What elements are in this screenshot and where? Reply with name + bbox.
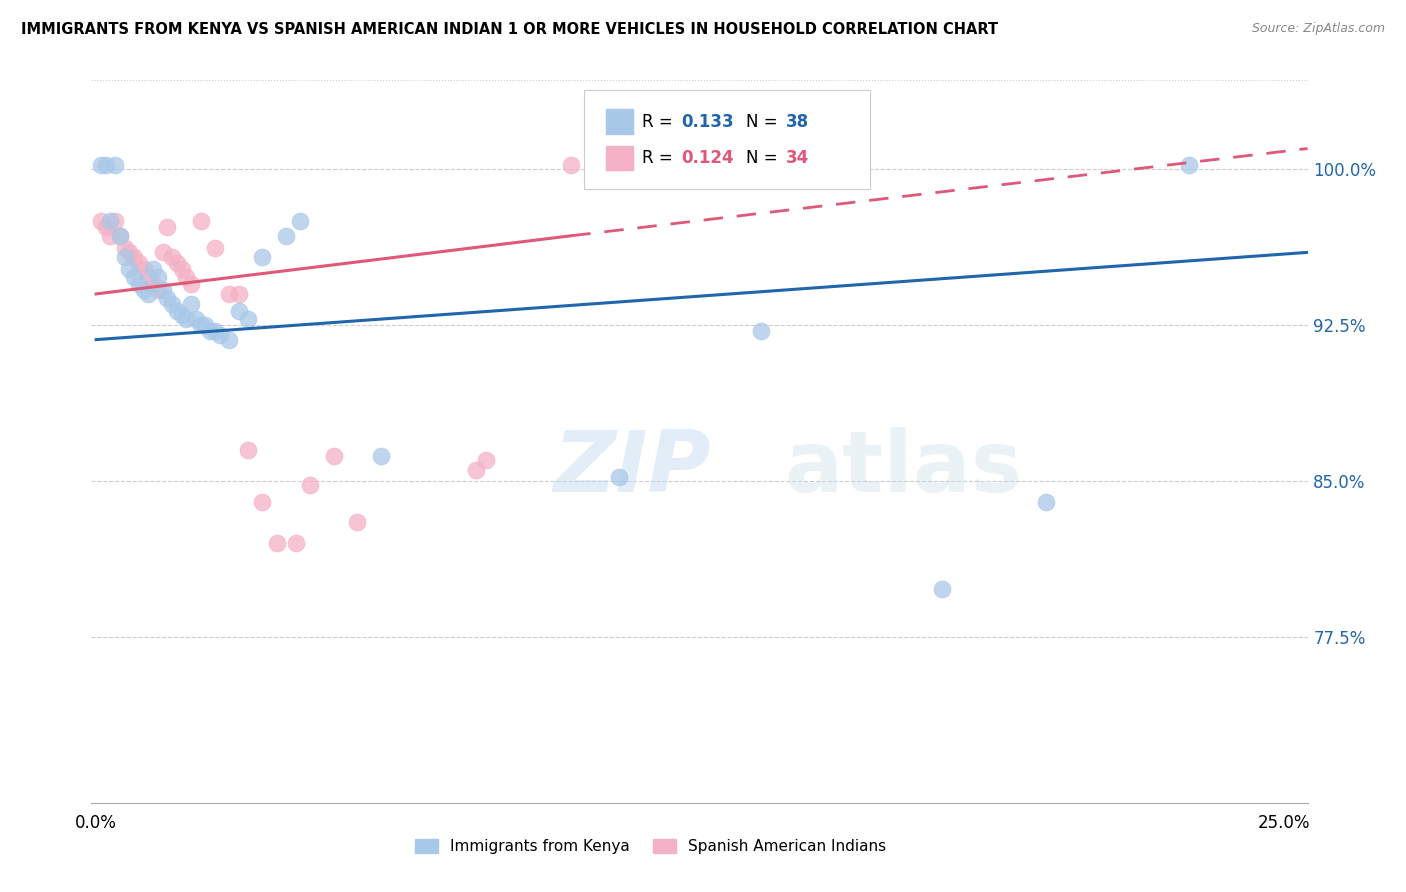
Point xyxy=(1178,158,1201,172)
Point xyxy=(252,494,274,508)
Point xyxy=(931,582,953,596)
FancyBboxPatch shape xyxy=(583,90,870,188)
Text: N =: N = xyxy=(745,149,783,167)
Point xyxy=(170,262,193,277)
Text: R =: R = xyxy=(643,149,678,167)
Text: 0.133: 0.133 xyxy=(682,112,734,130)
Point xyxy=(560,158,582,172)
Point xyxy=(94,220,117,235)
Text: Source: ZipAtlas.com: Source: ZipAtlas.com xyxy=(1251,22,1385,36)
Point xyxy=(100,228,122,243)
Point xyxy=(474,453,496,467)
Point xyxy=(166,303,188,318)
Text: atlas: atlas xyxy=(785,427,1024,510)
Point xyxy=(118,262,141,277)
Point xyxy=(152,245,174,260)
Point xyxy=(146,283,169,297)
Point xyxy=(132,262,155,277)
Point xyxy=(138,270,160,285)
Text: 0.124: 0.124 xyxy=(682,149,734,167)
Point xyxy=(298,478,321,492)
Point xyxy=(132,283,155,297)
Text: N =: N = xyxy=(745,112,783,130)
Point xyxy=(156,291,179,305)
Point xyxy=(228,303,250,318)
Point xyxy=(94,158,117,172)
Point xyxy=(170,308,193,322)
Point xyxy=(90,214,112,228)
Point xyxy=(176,311,198,326)
Point xyxy=(238,442,260,457)
Point xyxy=(252,250,274,264)
Point xyxy=(138,286,160,301)
Text: 38: 38 xyxy=(786,112,808,130)
Point xyxy=(194,318,217,332)
Point xyxy=(749,324,772,338)
Point xyxy=(104,158,127,172)
Point xyxy=(108,228,131,243)
Text: 34: 34 xyxy=(786,149,808,167)
Point xyxy=(204,241,226,255)
Point xyxy=(142,277,165,291)
Point xyxy=(184,311,207,326)
Point xyxy=(90,158,112,172)
Point xyxy=(190,318,212,332)
Point xyxy=(176,270,198,285)
Point xyxy=(290,214,312,228)
Point xyxy=(114,241,136,255)
Point xyxy=(284,536,307,550)
Point xyxy=(218,333,240,347)
Point xyxy=(128,277,150,291)
Point xyxy=(104,214,127,228)
Point xyxy=(218,286,240,301)
Point xyxy=(108,228,131,243)
Point xyxy=(346,516,368,530)
Point xyxy=(114,250,136,264)
Point xyxy=(118,245,141,260)
Point xyxy=(166,256,188,270)
Point xyxy=(142,262,165,277)
Point xyxy=(465,463,488,477)
Point xyxy=(156,220,179,235)
Point xyxy=(160,297,183,311)
Point xyxy=(160,250,183,264)
Legend: Immigrants from Kenya, Spanish American Indians: Immigrants from Kenya, Spanish American … xyxy=(409,833,893,861)
Point xyxy=(204,324,226,338)
Point xyxy=(266,536,288,550)
Point xyxy=(1035,494,1057,508)
Point xyxy=(607,469,630,483)
FancyBboxPatch shape xyxy=(606,145,633,170)
Point xyxy=(228,286,250,301)
Point xyxy=(180,297,202,311)
Point xyxy=(152,283,174,297)
FancyBboxPatch shape xyxy=(606,109,633,134)
Point xyxy=(128,256,150,270)
Text: R =: R = xyxy=(643,112,678,130)
Point xyxy=(276,228,298,243)
Point xyxy=(322,449,344,463)
Point xyxy=(198,324,221,338)
Point xyxy=(122,270,145,285)
Point xyxy=(180,277,202,291)
Point xyxy=(238,311,260,326)
Point xyxy=(100,214,122,228)
Point xyxy=(146,270,169,285)
Point xyxy=(370,449,392,463)
Text: ZIP: ZIP xyxy=(554,427,711,510)
Point xyxy=(122,250,145,264)
Point xyxy=(208,328,231,343)
Point xyxy=(190,214,212,228)
Text: IMMIGRANTS FROM KENYA VS SPANISH AMERICAN INDIAN 1 OR MORE VEHICLES IN HOUSEHOLD: IMMIGRANTS FROM KENYA VS SPANISH AMERICA… xyxy=(21,22,998,37)
